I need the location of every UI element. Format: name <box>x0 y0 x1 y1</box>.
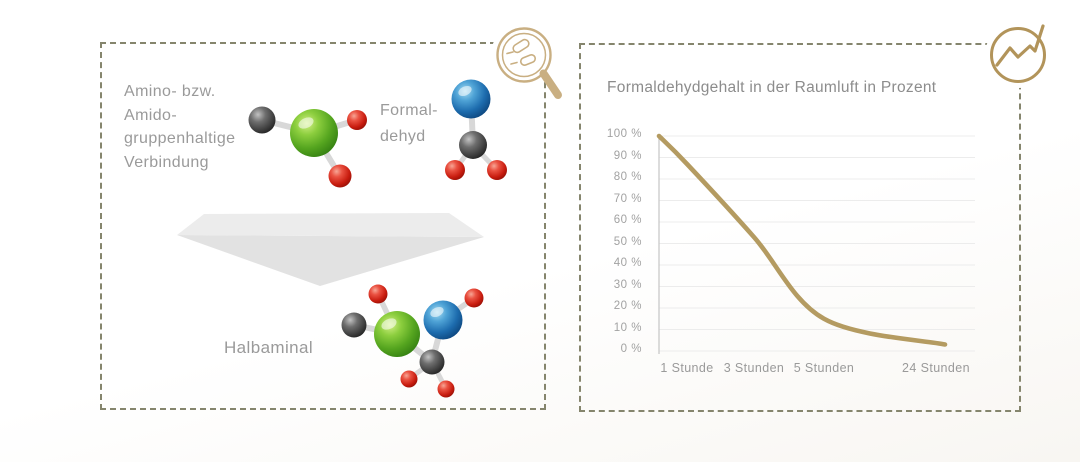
molecule-formaldehyde <box>445 79 507 180</box>
molecule-pill-icon <box>519 54 537 66</box>
formaldehyde-label: Formal- dehyd <box>380 98 438 150</box>
formaldehyde-label-line: Formal- <box>380 102 438 119</box>
formaldehyde-label-line: dehyd <box>380 128 426 145</box>
reactant-label: Amino- bzw. Amido- gruppenhaltige Verbin… <box>124 80 235 174</box>
x-tick-label: 3 Stunden <box>723 361 785 375</box>
chart-canvas <box>656 133 975 354</box>
magnifier-molecules-icon <box>491 22 562 99</box>
molecule-halbaminal <box>341 284 484 398</box>
chart-panel: Formaldehydgehalt in der Raumluft in Pro… <box>579 43 1021 412</box>
reactant-label-line: Amino- bzw. <box>124 83 216 100</box>
x-tick-label: 1 Stunde <box>660 361 714 375</box>
x-tick-label: 24 Stunden <box>902 361 970 375</box>
molecule-pill-icon <box>512 38 530 54</box>
reaction-arrow <box>177 213 484 286</box>
chart-title: Formaldehydgehalt in der Raumluft in Pro… <box>607 79 937 96</box>
reaction-diagram-panel: Amino- bzw. Amido- gruppenhaltige Verbin… <box>100 42 546 410</box>
reactant-label-line: Verbindung <box>124 153 209 171</box>
trend-line-icon <box>985 22 1051 88</box>
reactant-label-line: Amido- <box>124 106 178 124</box>
magnifier-handle <box>539 69 562 99</box>
molecule-amino-compound <box>248 106 367 188</box>
product-label: Halbaminal <box>224 338 314 357</box>
x-tick-label: 5 Stunden <box>793 361 855 375</box>
reactant-label-line: gruppenhaltige <box>124 130 236 147</box>
x-axis-tick-labels: 1 Stunde 3 Stunden 5 Stunden 24 Stunden <box>581 361 1019 381</box>
molecules-illustration <box>177 79 507 398</box>
